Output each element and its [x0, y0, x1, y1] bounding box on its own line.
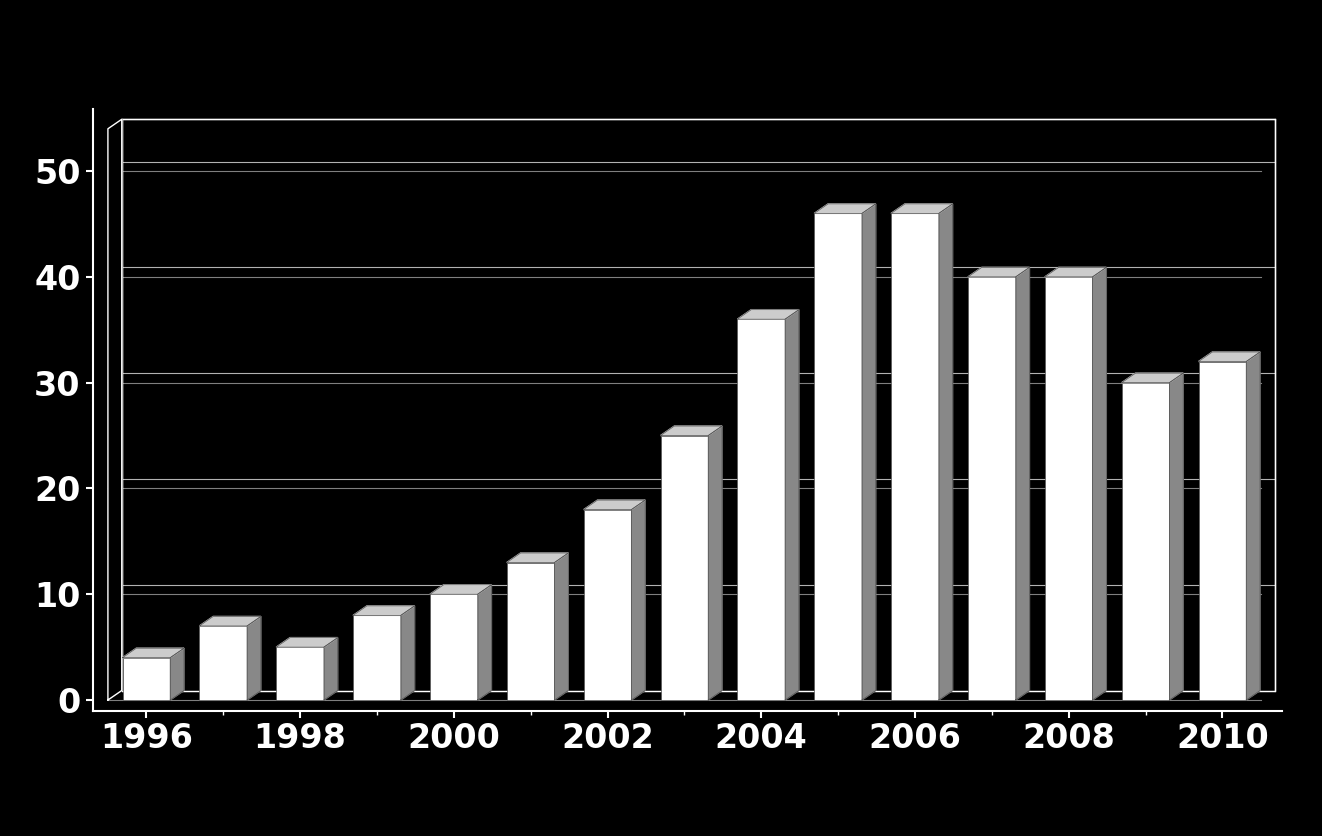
Polygon shape — [709, 426, 722, 700]
Polygon shape — [968, 268, 1030, 277]
Polygon shape — [353, 606, 415, 615]
Polygon shape — [785, 309, 798, 700]
Polygon shape — [401, 606, 415, 700]
Polygon shape — [247, 616, 260, 700]
Polygon shape — [171, 648, 184, 700]
Polygon shape — [506, 553, 568, 563]
FancyBboxPatch shape — [1199, 361, 1247, 700]
FancyBboxPatch shape — [968, 277, 1015, 700]
Polygon shape — [430, 584, 492, 594]
Polygon shape — [738, 309, 798, 319]
Polygon shape — [276, 638, 337, 647]
Polygon shape — [554, 553, 568, 700]
Polygon shape — [1015, 268, 1030, 700]
Polygon shape — [632, 500, 645, 700]
Polygon shape — [862, 204, 875, 700]
Polygon shape — [200, 616, 260, 626]
Polygon shape — [1121, 373, 1183, 383]
FancyBboxPatch shape — [276, 647, 324, 700]
FancyBboxPatch shape — [814, 213, 862, 700]
FancyBboxPatch shape — [661, 436, 709, 700]
Polygon shape — [1092, 268, 1107, 700]
Polygon shape — [814, 204, 875, 213]
FancyBboxPatch shape — [1044, 277, 1092, 700]
Polygon shape — [939, 204, 953, 700]
FancyBboxPatch shape — [506, 563, 554, 700]
Polygon shape — [324, 638, 337, 700]
Polygon shape — [123, 648, 184, 658]
FancyBboxPatch shape — [584, 510, 632, 700]
Polygon shape — [661, 426, 722, 436]
FancyBboxPatch shape — [430, 594, 477, 700]
FancyBboxPatch shape — [353, 615, 401, 700]
FancyBboxPatch shape — [1121, 383, 1170, 700]
Polygon shape — [477, 584, 492, 700]
FancyBboxPatch shape — [122, 120, 1274, 691]
Polygon shape — [1170, 373, 1183, 700]
Polygon shape — [1247, 352, 1260, 700]
FancyBboxPatch shape — [123, 658, 171, 700]
FancyBboxPatch shape — [891, 213, 939, 700]
Polygon shape — [584, 500, 645, 510]
FancyBboxPatch shape — [200, 626, 247, 700]
Polygon shape — [1044, 268, 1107, 277]
Polygon shape — [1199, 352, 1260, 361]
Polygon shape — [108, 120, 122, 700]
Polygon shape — [891, 204, 953, 213]
FancyBboxPatch shape — [738, 319, 785, 700]
